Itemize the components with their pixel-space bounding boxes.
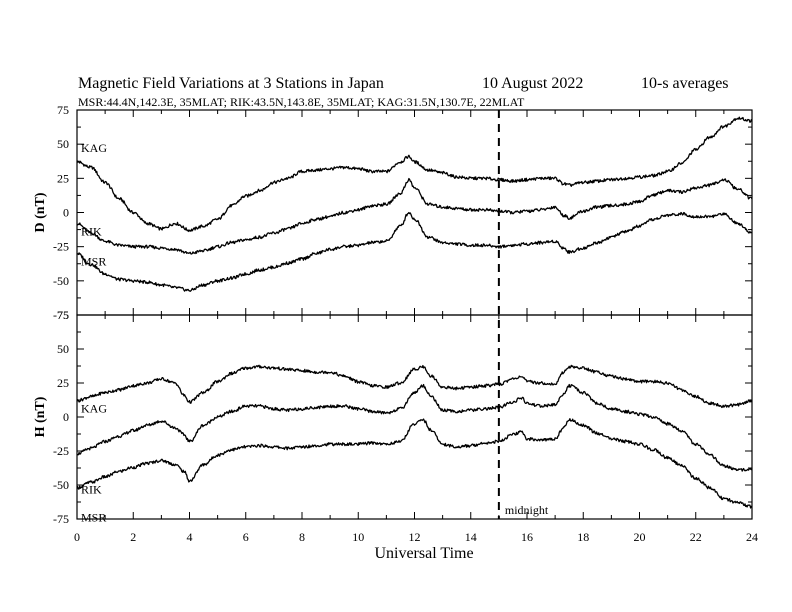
x-tick-label: 6 [243,530,249,544]
series-line-rik [76,383,753,472]
y-axis-label: D (nT) [33,192,48,232]
y-tick-label: -75 [53,512,69,526]
x-tick-label: 10 [352,530,364,544]
y-tick-label: -75 [53,308,69,322]
x-tick-label: 18 [577,530,589,544]
y-tick-label: -25 [53,444,69,458]
y-tick-label: 0 [63,206,69,220]
y-tick-label: 50 [57,137,69,151]
chart-averaging: 10-s averages [641,75,729,92]
x-tick-label: 16 [521,530,533,544]
series-line-kag [76,116,753,233]
x-tick-label: 14 [465,530,477,544]
x-tick-label: 8 [299,530,305,544]
chart-title: Magnetic Field Variations at 3 Stations … [78,75,384,92]
y-tick-label: -50 [53,478,69,492]
panel-d: 75 50 25 0 -25 -50 -75 D (nT) KAG RIK MSR [33,103,753,322]
x-tick-label: 22 [690,530,702,544]
x-tick-label: 4 [187,530,193,544]
y-tick-label: -25 [53,240,69,254]
x-tick-label: 0 [74,530,80,544]
y-tick-label: 25 [57,171,69,185]
y-tick-label: 75 [57,308,69,322]
series-label-msr: MSR [81,511,106,525]
y-tick-label: 50 [57,342,69,356]
y-tick-label: 75 [57,103,69,117]
series-line-msr [76,211,753,292]
series-line-kag [76,364,753,409]
chart-subtitle: MSR:44.4N,142.3E, 35MLAT; RIK:43.5N,143.… [78,95,525,109]
panels-group: 75 50 25 0 -25 -50 -75 D (nT) KAG RIK MSR 75 50 25 0 -2… [33,103,758,544]
series-line-rik [76,177,753,255]
series-label-rik: RIK [81,483,102,497]
series-line-msr [76,418,753,509]
x-tick-label: 12 [409,530,421,544]
y-axis-label: H (nT) [33,396,48,437]
series-label-rik: RIK [81,224,102,238]
x-tick-label: 24 [746,530,758,544]
y-tick-label: 25 [57,376,69,390]
midnight-label: midnight [505,503,549,517]
x-tick-label: 20 [634,530,646,544]
panel-h: 75 50 25 0 -25 -50 -75 H (nT) KAG RIK MSR [33,308,753,526]
y-tick-label: -50 [53,274,69,288]
series-label-kag: KAG [81,141,107,155]
y-tick-label: 0 [63,410,69,424]
x-axis-label: Universal Time [374,545,473,562]
series-label-kag: KAG [81,402,107,416]
series-label-msr: MSR [81,255,106,269]
panel-frame [76,109,753,316]
chart-date: 10 August 2022 [482,75,583,92]
x-tick-label: 2 [130,530,136,544]
